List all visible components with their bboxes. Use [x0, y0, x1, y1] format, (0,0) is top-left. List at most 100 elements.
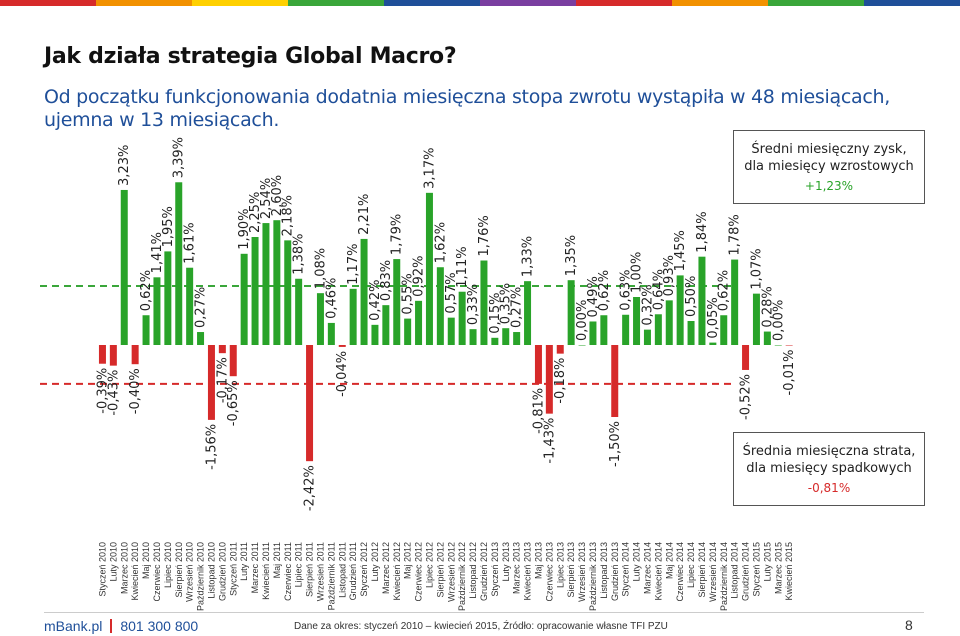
category-label-29: Czerwiec 2012 [414, 542, 424, 602]
value-label-47: -1,50% [608, 421, 623, 467]
category-label-18: Lipiec 2011 [294, 542, 304, 587]
category-label-17: Czerwiec 2011 [283, 542, 293, 601]
avg-loss-line1: Średnia miesięczna strata, [742, 444, 916, 459]
value-label-27: 1,79% [390, 214, 405, 255]
category-label-28: Maj 2012 [403, 542, 413, 579]
footer-divider [44, 612, 924, 613]
category-label-13: Luty 2011 [239, 542, 249, 581]
value-label-6: 1,95% [161, 206, 176, 247]
category-label-25: Luty 2012 [370, 542, 380, 582]
category-label-2: Marzec 2010 [119, 542, 129, 594]
category-label-10: Listopad 2010 [206, 542, 216, 599]
category-label-47: Grudzień 2013 [610, 542, 620, 601]
bar-63 [785, 345, 793, 346]
page-number: 8 [905, 617, 913, 633]
bar-4 [142, 315, 150, 345]
bar-9 [197, 332, 205, 345]
value-label-21: 0,46% [324, 278, 339, 319]
category-label-62: Marzec 2015 [773, 542, 783, 594]
bar-59 [742, 345, 750, 370]
phone-number[interactable]: 801 300 800 [120, 618, 199, 634]
value-label-13: 1,90% [237, 208, 252, 249]
value-label-36: 0,15% [488, 292, 503, 333]
bar-17 [284, 240, 292, 345]
bar-7 [175, 182, 183, 345]
category-label-6: Lipiec 2010 [163, 542, 173, 588]
slide-title: Jak działa strategia Global Macro? [44, 44, 457, 69]
category-label-60: Styczeń 2015 [751, 542, 761, 597]
category-label-45: Październik 2013 [588, 542, 598, 611]
value-label-8: 1,61% [183, 222, 198, 263]
category-label-51: Kwiecień 2014 [653, 542, 663, 601]
brand-link[interactable]: mBank.pl [44, 618, 103, 634]
bar-47 [611, 345, 619, 417]
bar-15 [262, 223, 270, 345]
bar-57 [720, 315, 728, 345]
category-label-40: Maj 2013 [533, 542, 543, 579]
category-label-48: Styczeń 2014 [621, 542, 631, 597]
footer-separator [110, 619, 113, 633]
category-label-33: Październik 2012 [457, 542, 467, 611]
category-label-53: Czerwiec 2014 [675, 542, 685, 602]
bar-12 [229, 345, 237, 377]
value-label-35: 1,76% [477, 215, 492, 256]
category-label-52: Maj 2014 [664, 542, 674, 579]
bar-26 [382, 305, 390, 345]
value-label-26: 0,83% [379, 260, 394, 301]
value-label-30: 3,17% [422, 148, 437, 189]
value-label-9: 0,27% [194, 287, 209, 328]
value-label-63: -0,01% [782, 349, 797, 395]
bar-55 [698, 256, 706, 345]
bar-42 [556, 345, 564, 354]
value-label-32: 0,57% [444, 272, 459, 313]
value-label-15: 2,54% [259, 178, 274, 219]
category-label-50: Marzec 2014 [642, 542, 652, 594]
bar-61 [763, 331, 771, 345]
value-label-2: 3,23% [117, 145, 132, 186]
bar-14 [251, 237, 259, 345]
avg-loss-value: -0,81% [807, 481, 851, 495]
avg-gain-line1: Średni miesięczny zysk, [751, 142, 907, 157]
value-label-50: 0,32% [640, 284, 655, 325]
value-label-61: 0,28% [760, 286, 775, 327]
source-note: Dane za okres: styczeń 2010 – kwiecień 2… [294, 621, 668, 632]
value-label-46: 0,62% [597, 270, 612, 311]
value-label-7: 3,39% [172, 137, 187, 178]
value-label-54: 0,50% [684, 276, 699, 317]
value-label-28: 0,55% [401, 273, 416, 314]
bar-39 [524, 281, 532, 345]
value-label-48: 0,63% [619, 269, 634, 310]
category-label-42: Lipiec 2013 [555, 542, 565, 588]
category-label-38: Marzec 2013 [512, 542, 522, 594]
category-label-37: Luty 2013 [501, 542, 511, 582]
bar-11 [218, 345, 226, 354]
bar-24 [360, 238, 368, 345]
value-label-55: 1,84% [695, 211, 710, 252]
value-label-37: 0,35% [499, 283, 514, 324]
bar-34 [469, 329, 477, 345]
value-label-23: 1,17% [346, 244, 361, 285]
bar-31 [436, 267, 444, 345]
category-label-54: Lipiec 2014 [686, 542, 696, 588]
value-label-18: 1,38% [292, 233, 307, 274]
value-label-58: 1,78% [728, 214, 743, 255]
category-label-57: Październik 2014 [719, 542, 729, 611]
bar-46 [600, 315, 608, 345]
category-label-16: Maj 2011 [272, 542, 282, 578]
slide-subtitle: Od początku funkcjonowania dodatnia mies… [44, 86, 890, 131]
value-label-45: 0,49% [586, 276, 601, 317]
category-label-5: Czerwiec 2010 [152, 542, 162, 602]
category-label-23: Grudzień 2011 [348, 542, 358, 600]
avg-gain-box: Średni miesięczny zysk, dla miesięcy wzr… [733, 130, 925, 204]
bar-37 [502, 328, 510, 345]
bar-54 [687, 321, 695, 345]
category-label-8: Wrzesień 2010 [185, 542, 195, 602]
category-label-7: Sierpień 2010 [174, 542, 184, 598]
value-label-51: 0,64% [651, 269, 666, 310]
category-label-36: Styczeń 2013 [490, 542, 500, 597]
category-label-21: Październik 2011 [326, 542, 336, 610]
category-label-59: Grudzień 2014 [741, 542, 751, 601]
bar-18 [295, 278, 303, 345]
bar-6 [164, 251, 172, 345]
value-label-57: 0,62% [717, 270, 732, 311]
